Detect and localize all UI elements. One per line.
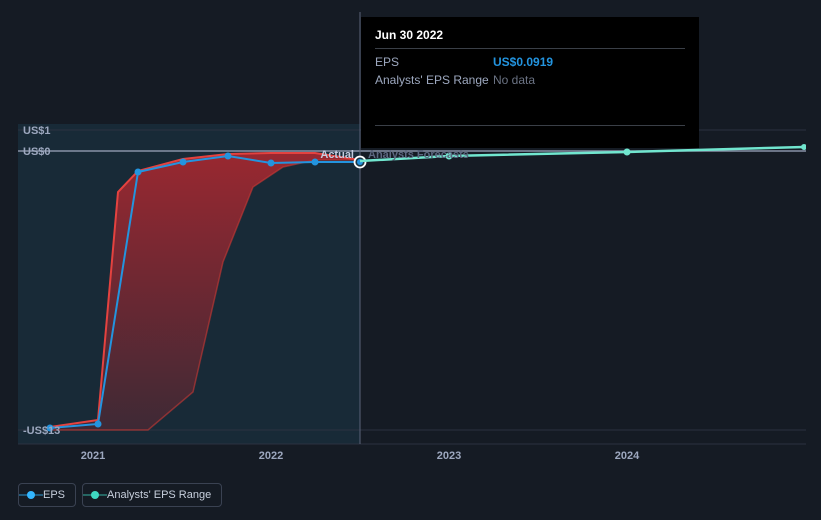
legend-dot-range	[91, 491, 99, 499]
svg-text:US$1: US$1	[23, 125, 51, 137]
chart-tooltip: Jun 30 2022 EPS US$0.0919 Analysts' EPS …	[361, 17, 699, 148]
svg-text:2023: 2023	[437, 450, 461, 462]
tooltip-row-range: Analysts' EPS Range No data	[375, 71, 685, 89]
legend-dot-eps	[27, 491, 35, 499]
tooltip-key: EPS	[375, 53, 493, 71]
chart-legend: EPS Analysts' EPS Range	[18, 483, 222, 507]
legend-label: Analysts' EPS Range	[107, 489, 211, 501]
legend-item-range[interactable]: Analysts' EPS Range	[82, 483, 222, 507]
svg-text:2021: 2021	[81, 450, 105, 462]
svg-text:-US$13: -US$13	[23, 425, 60, 437]
svg-text:Analysts Forecasts: Analysts Forecasts	[368, 149, 469, 161]
eps-chart-container: US$1 US$0 -US$13 2021 2022 2023 2024 Actual Anal…	[0, 0, 821, 520]
legend-label: EPS	[43, 489, 65, 501]
svg-text:2022: 2022	[259, 450, 283, 462]
svg-text:2024: 2024	[615, 450, 640, 462]
tooltip-divider	[375, 125, 685, 126]
tooltip-key: Analysts' EPS Range	[375, 71, 493, 89]
legend-item-eps[interactable]: EPS	[18, 483, 76, 507]
tooltip-value-range: No data	[493, 71, 535, 89]
tooltip-row-eps: EPS US$0.0919	[375, 53, 685, 71]
svg-text:US$0: US$0	[23, 146, 51, 158]
tooltip-date: Jun 30 2022	[375, 25, 685, 49]
svg-text:Actual: Actual	[320, 149, 354, 161]
tooltip-value-eps: US$0.0919	[493, 53, 553, 71]
